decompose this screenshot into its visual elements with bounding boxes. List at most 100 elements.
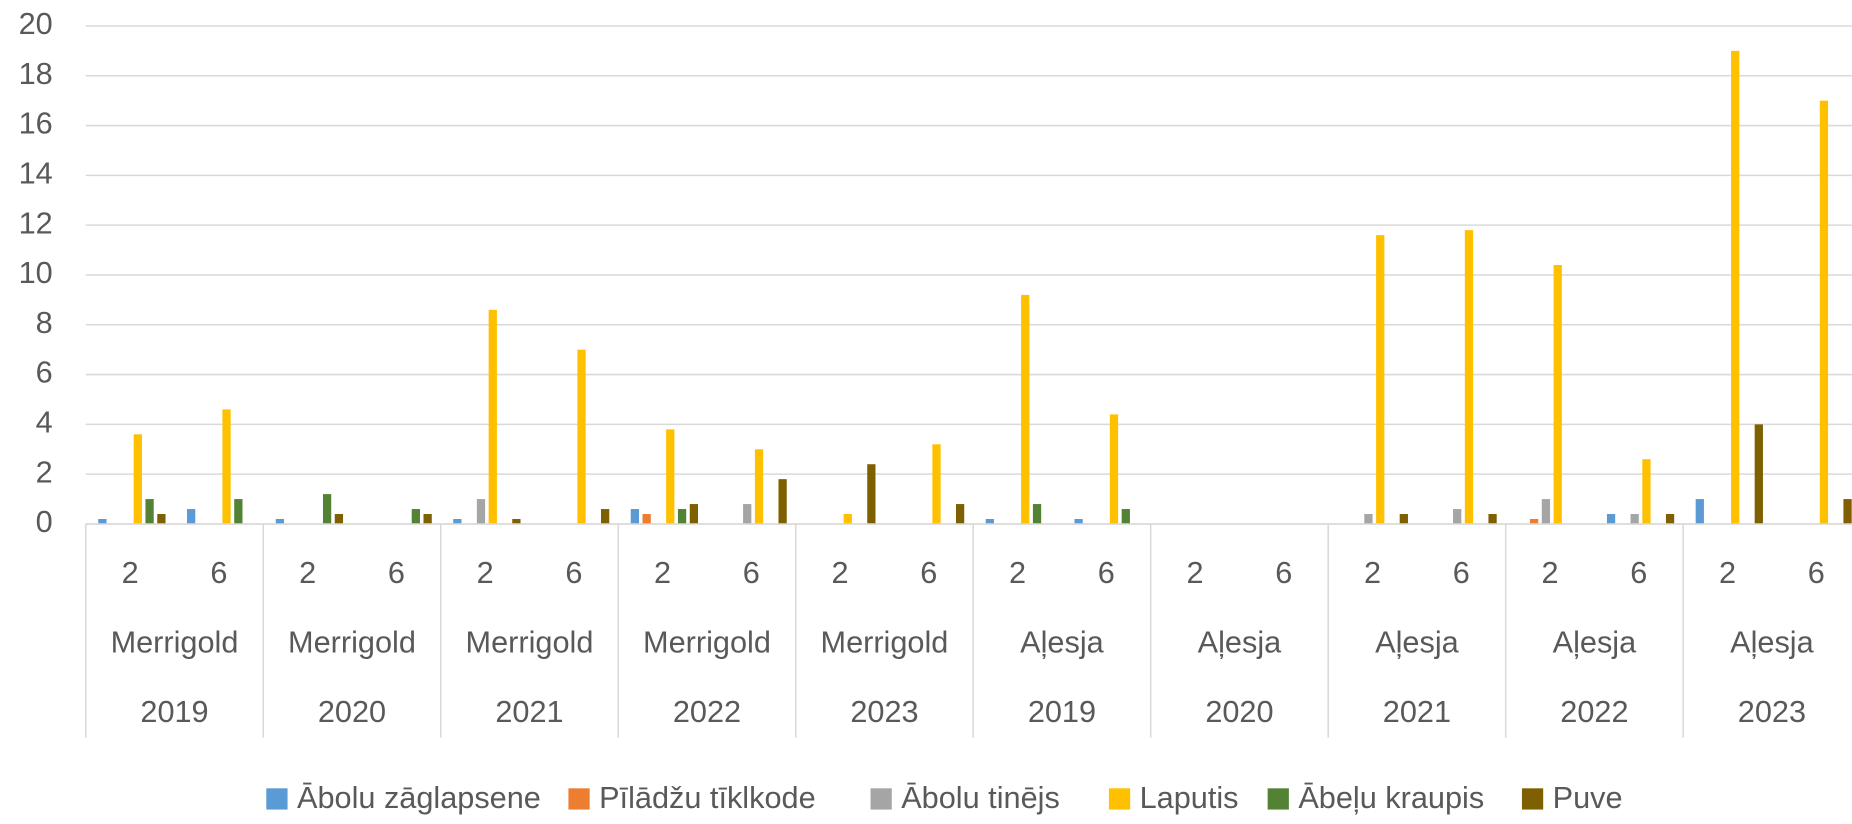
year-label: 2020 bbox=[318, 694, 386, 729]
x-tick-label: 2 bbox=[477, 555, 494, 590]
bar bbox=[754, 449, 764, 524]
variety-label: Merrigold bbox=[466, 624, 594, 659]
x-tick-label: 2 bbox=[654, 555, 671, 590]
bar bbox=[1032, 504, 1042, 524]
bar bbox=[423, 514, 432, 524]
bar bbox=[778, 479, 787, 524]
bar bbox=[1109, 414, 1119, 524]
bar bbox=[867, 464, 876, 524]
bar bbox=[453, 518, 462, 524]
variety-label: Merrigold bbox=[643, 624, 771, 659]
y-tick-label: 18 bbox=[19, 56, 53, 91]
x-tick-label: 6 bbox=[1275, 555, 1292, 590]
bar bbox=[955, 504, 965, 524]
x-tick-label: 2 bbox=[1187, 555, 1204, 590]
y-tick-label: 6 bbox=[36, 355, 53, 390]
bar bbox=[1364, 514, 1373, 524]
bar bbox=[275, 518, 285, 524]
bar bbox=[1642, 459, 1651, 524]
bar bbox=[512, 518, 521, 524]
bar bbox=[1843, 499, 1852, 524]
legend-label: Pīlādžu tīklkode bbox=[599, 780, 816, 815]
x-tick-label: 2 bbox=[299, 555, 316, 590]
bar bbox=[145, 499, 154, 524]
x-tick-label: 2 bbox=[1719, 555, 1736, 590]
year-label: 2020 bbox=[1205, 694, 1273, 729]
year-label: 2023 bbox=[850, 694, 918, 729]
bar bbox=[1399, 514, 1408, 524]
bar bbox=[1541, 499, 1551, 524]
bar bbox=[577, 349, 586, 524]
x-tick-label: 2 bbox=[832, 555, 849, 590]
bar bbox=[1731, 50, 1740, 524]
variety-label: Merrigold bbox=[111, 624, 239, 659]
y-tick-label: 8 bbox=[36, 305, 53, 340]
x-tick-label: 6 bbox=[1630, 555, 1647, 590]
variety-label: Aļesja bbox=[1375, 624, 1459, 659]
bar bbox=[133, 434, 142, 524]
bar bbox=[334, 514, 344, 524]
x-tick-label: 6 bbox=[743, 555, 760, 590]
y-tick-label: 0 bbox=[36, 504, 53, 539]
y-tick-label: 4 bbox=[36, 404, 53, 439]
bar bbox=[1021, 294, 1030, 524]
bar bbox=[1819, 100, 1829, 524]
bar bbox=[932, 444, 941, 524]
y-tick-label: 12 bbox=[19, 205, 53, 240]
bar bbox=[666, 429, 675, 524]
bar bbox=[843, 514, 852, 524]
x-tick-label: 6 bbox=[388, 555, 405, 590]
bar bbox=[630, 509, 639, 524]
bar bbox=[1376, 235, 1385, 524]
x-tick-label: 2 bbox=[1542, 555, 1559, 590]
bar bbox=[743, 504, 752, 524]
variety-label: Merrigold bbox=[821, 624, 949, 659]
x-tick-label: 6 bbox=[1453, 555, 1470, 590]
legend-label: Ābeļu kraupis bbox=[1298, 780, 1484, 815]
variety-label: Aļesja bbox=[1730, 624, 1814, 659]
bar bbox=[187, 509, 196, 524]
bar bbox=[234, 499, 243, 524]
year-label: 2022 bbox=[673, 694, 741, 729]
bar bbox=[1488, 514, 1497, 524]
bar bbox=[1453, 509, 1462, 524]
legend-swatch bbox=[266, 788, 288, 810]
year-label: 2022 bbox=[1560, 694, 1628, 729]
bar bbox=[985, 518, 994, 524]
variety-label: Merrigold bbox=[288, 624, 416, 659]
year-label: 2021 bbox=[1383, 694, 1451, 729]
bar bbox=[411, 509, 420, 524]
legend-swatch bbox=[1267, 788, 1289, 810]
bar bbox=[689, 504, 699, 524]
y-tick-label: 16 bbox=[19, 106, 53, 141]
legend-swatch bbox=[870, 788, 892, 810]
year-label: 2023 bbox=[1738, 694, 1806, 729]
y-tick-label: 14 bbox=[19, 155, 53, 190]
x-tick-label: 2 bbox=[122, 555, 139, 590]
bar bbox=[1074, 518, 1083, 524]
x-tick-label: 6 bbox=[920, 555, 937, 590]
x-tick-label: 2 bbox=[1009, 555, 1026, 590]
x-tick-label: 6 bbox=[565, 555, 582, 590]
legend-swatch bbox=[568, 788, 590, 810]
bar bbox=[98, 518, 107, 524]
legend-label: Puve bbox=[1553, 780, 1623, 815]
bar bbox=[1665, 514, 1675, 524]
legend-label: Laputis bbox=[1140, 780, 1239, 815]
bar bbox=[322, 494, 332, 524]
bar bbox=[1695, 499, 1704, 524]
bar bbox=[1553, 265, 1562, 524]
x-tick-label: 6 bbox=[1098, 555, 1115, 590]
legend-label: Ābolu tinējs bbox=[901, 780, 1060, 815]
variety-label: Aļesja bbox=[1020, 624, 1104, 659]
x-tick-label: 6 bbox=[1808, 555, 1825, 590]
y-tick-label: 2 bbox=[36, 454, 53, 489]
bar bbox=[1464, 230, 1474, 524]
x-tick-label: 6 bbox=[210, 555, 227, 590]
legend-label: Ābolu zāglapsene bbox=[297, 780, 541, 815]
bar bbox=[1754, 424, 1763, 524]
variety-label: Aļesja bbox=[1553, 624, 1637, 659]
variety-label: Aļesja bbox=[1198, 624, 1282, 659]
y-tick-label: 10 bbox=[19, 255, 53, 290]
